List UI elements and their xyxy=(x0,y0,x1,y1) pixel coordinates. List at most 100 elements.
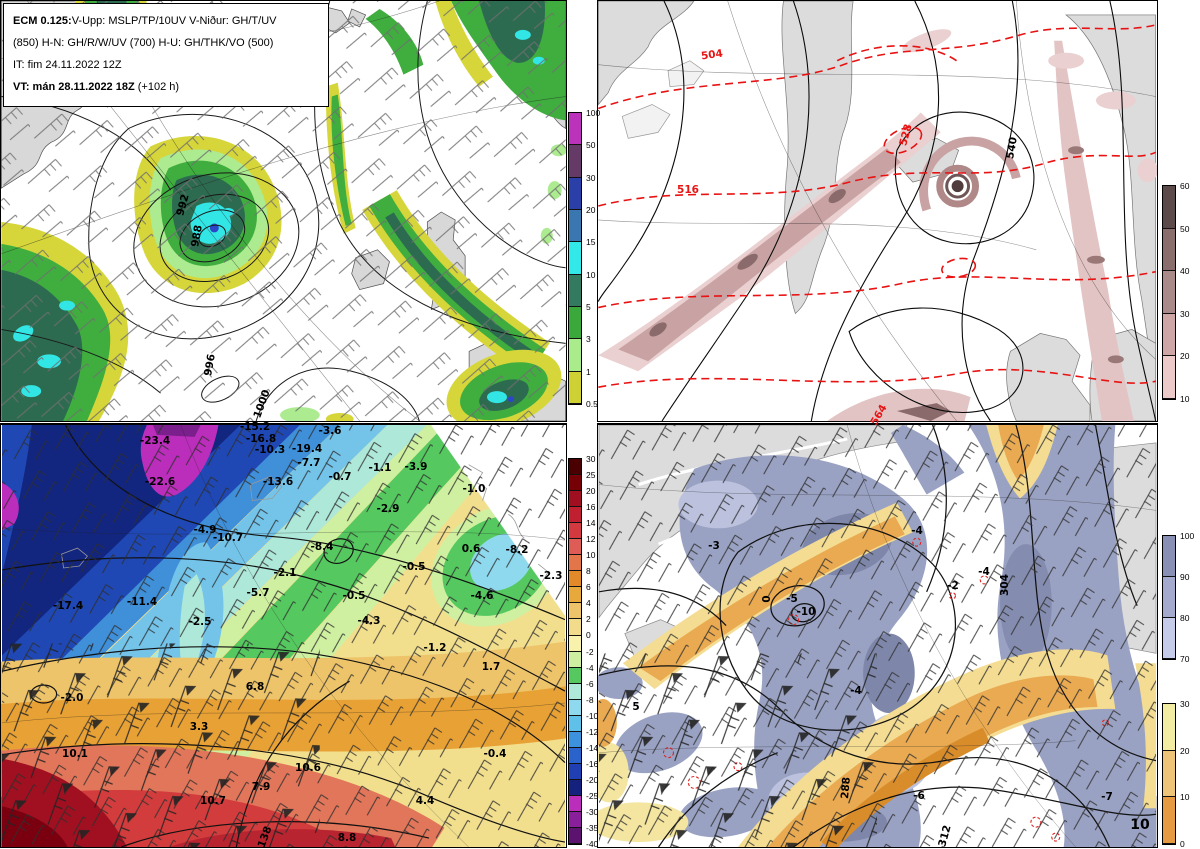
colorbar-tick: 60 xyxy=(1180,181,1190,191)
colorbar-segment xyxy=(569,651,581,668)
colorbar-tick: -14 xyxy=(586,742,599,753)
gh500-contours xyxy=(598,1,1157,421)
colorbar-segment xyxy=(1163,618,1175,659)
colorbar-segment xyxy=(1163,577,1175,618)
colorbar-tick: -25 xyxy=(586,790,599,801)
colorbar-segment xyxy=(569,371,581,404)
colorbar-tick: 2 xyxy=(586,614,591,625)
colorbar-tick: 12 xyxy=(586,534,596,545)
colorbar-segment xyxy=(569,635,581,652)
colorbar-tick: 0 xyxy=(1180,839,1185,849)
colorbar-tick: 30 xyxy=(1180,699,1190,709)
colorbar-tick: 40 xyxy=(1180,266,1190,277)
colorbar-segment xyxy=(1163,313,1175,357)
colorbar-segment xyxy=(1163,536,1175,577)
colorbar-segment xyxy=(569,683,581,700)
colorbar-segment xyxy=(569,763,581,780)
header-variables-line2: (850) H-N: GH/R/W/UV (700) H-U: GH/THK/V… xyxy=(13,37,274,49)
colorbar-segment xyxy=(1163,186,1175,229)
colorbar-tick: 8 xyxy=(586,566,591,577)
vorticity-shading xyxy=(598,29,1157,421)
colorbar-tick: 20 xyxy=(586,205,596,215)
colorbar-segment xyxy=(569,795,581,813)
graticule xyxy=(598,1,1156,421)
colorbar-tick: 0.5 xyxy=(586,399,598,409)
panel-t850-map xyxy=(0,423,567,848)
colorbar-segment xyxy=(569,603,581,620)
colorbar-segment xyxy=(569,828,581,845)
colorbar-segment xyxy=(569,619,581,636)
colorbar-tick: 10 xyxy=(586,550,596,561)
t850-map-art xyxy=(1,425,566,847)
colorbar-segment xyxy=(569,747,581,764)
colorbar-segment xyxy=(569,145,581,178)
rh700-map-art xyxy=(598,425,1157,847)
colorbar-segment xyxy=(1163,704,1175,751)
forecast-header-box: ECM 0.125:V-Upp: MSLP/TP/10UV V-Niður: G… xyxy=(3,3,329,107)
colorbar-tick: 6 xyxy=(586,582,591,593)
colorbar-segment xyxy=(1163,271,1175,314)
colorbar-tick: 50 xyxy=(586,140,596,151)
colorbar-tick: 1 xyxy=(586,366,591,377)
colorbar-segment xyxy=(569,306,581,340)
colorbar-tick: -8 xyxy=(586,694,594,705)
model-name: ECM 0.125: xyxy=(13,15,72,27)
colorbar-tick: -30 xyxy=(586,806,599,817)
colorbar-tick: 30 xyxy=(1180,308,1190,319)
colorbar-tick: 15 xyxy=(586,237,596,248)
colorbar-tick: 3 xyxy=(586,334,591,345)
header-variables-line1: ECM 0.125:V-Upp: MSLP/TP/10UV V-Niður: G… xyxy=(13,15,277,27)
colorbar-segment xyxy=(569,113,581,146)
colorbar-tick: 10 xyxy=(586,269,596,280)
humidity-high-colorbar: 100 90 80 70 xyxy=(1162,531,1194,664)
colorbar-segment xyxy=(569,812,581,829)
precipitation-colorbar: 100 50 30 20 15 10 5 3 1 0.5 xyxy=(568,108,600,409)
colorbar-tick: -4 xyxy=(586,662,594,673)
colorbar-tick: 20 xyxy=(586,486,596,497)
colorbar-tick: -6 xyxy=(586,678,594,689)
colorbar-segment xyxy=(1163,356,1175,399)
colorbar-segment xyxy=(1163,228,1175,272)
colorbar-tick: 10 xyxy=(1180,792,1190,803)
colorbar-tick: 5 xyxy=(586,302,591,312)
colorbar-tick: 30 xyxy=(586,172,596,183)
colorbar-segment xyxy=(569,539,581,556)
colorbar-tick: 14 xyxy=(586,518,596,529)
thickness-contours xyxy=(598,24,1157,388)
colorbar-segment xyxy=(569,587,581,604)
colorbar-tick: -10 xyxy=(586,710,599,721)
colorbar-tick: 70 xyxy=(1180,654,1190,664)
colorbar-tick: 90 xyxy=(1180,572,1190,582)
panel-gh500-map xyxy=(597,0,1158,422)
humidity-low-colorbar: 30 20 10 0 xyxy=(1162,699,1189,849)
colorbar-segment xyxy=(569,459,581,476)
colorbar-tick: -40 xyxy=(586,839,599,849)
colorbar-tick: 20 xyxy=(1180,351,1190,362)
vorticity-colorbar: 60 50 40 30 20 10 xyxy=(1162,181,1189,404)
colorbar-tick: -35 xyxy=(586,822,599,833)
colorbar-tick: 50 xyxy=(1180,223,1190,234)
colorbar-tick: 16 xyxy=(586,502,596,513)
colorbar-tick: -2 xyxy=(586,646,594,657)
colorbar-segment xyxy=(569,507,581,524)
gh500-map-art xyxy=(598,1,1157,421)
colorbar-tick: 20 xyxy=(1180,745,1190,756)
colorbar-segment xyxy=(569,715,581,732)
colorbar-segment xyxy=(569,491,581,508)
colorbar-tick: 80 xyxy=(1180,613,1190,623)
colorbar-tick: -16 xyxy=(586,758,599,769)
header-init-time: IT: fim 24.11.2022 12Z xyxy=(13,59,122,71)
colorbar-segment xyxy=(569,731,581,748)
colorbar-tick: 100 xyxy=(586,108,601,118)
colorbar-segment xyxy=(569,475,581,492)
colorbar-segment xyxy=(569,209,581,243)
colorbar-segment xyxy=(569,667,581,684)
colorbar-tick: 0 xyxy=(586,630,591,641)
colorbar-segment xyxy=(569,555,581,572)
colorbar-segment xyxy=(569,339,581,372)
temperature-colorbar: 30 25 20 16 14 12 10 8 6 4 2 0 -2 -4 -6 -8 -10 -12 -14 -16-… xyxy=(568,454,598,849)
colorbar-segment xyxy=(569,699,581,716)
strong-wind-barbs-layer xyxy=(2,643,320,847)
colorbar-segment xyxy=(569,177,581,210)
colorbar-tick: 100 xyxy=(1180,531,1195,541)
